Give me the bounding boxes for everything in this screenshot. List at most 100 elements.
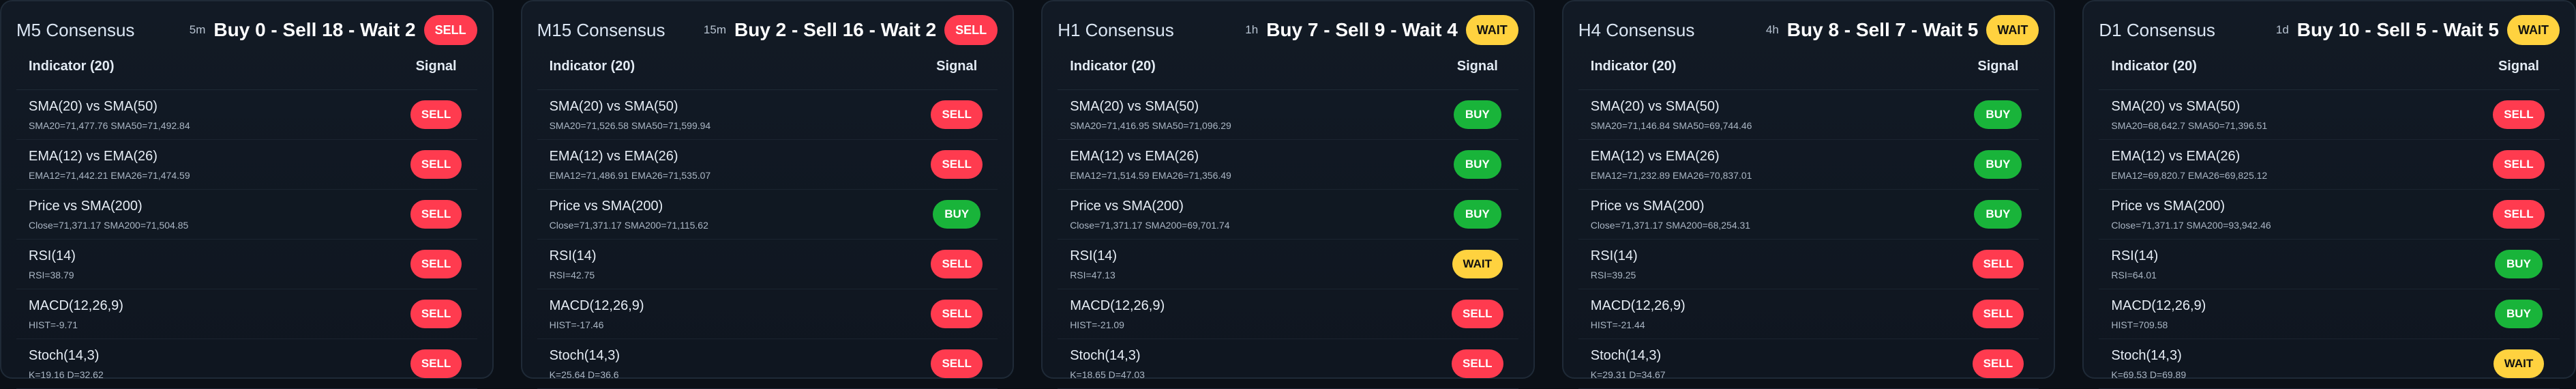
indicator-text: RSI(14) RSI=47.13 <box>1070 248 1117 280</box>
signal-cell: BUY <box>1437 200 1518 229</box>
indicator-row: SMA(20) vs SMA(50) SMA20=68,642.7 SMA50=… <box>2099 90 2560 140</box>
indicator-row: RSI(14) RSI=38.79 SELL <box>16 240 477 289</box>
indicator-name: Price vs SMA(200) <box>1590 198 1705 214</box>
signal-cell: SELL <box>1437 300 1518 328</box>
indicator-text: SMA(20) vs SMA(50) SMA20=71,477.76 SMA50… <box>29 99 190 131</box>
indicator-text: Stoch(14,3) K=25.64 D=36.6 <box>550 348 620 380</box>
signal-badge: SELL <box>410 250 462 278</box>
panel-title: M15 Consensus <box>537 19 665 40</box>
indicator-row: EMA(12) vs EMA(26) EMA12=69,820.7 EMA26=… <box>2099 140 2560 190</box>
indicator-text: MACD(12,26,9) HIST=-21.44 <box>1591 298 1686 330</box>
signal-cell: SELL <box>916 250 998 278</box>
signal-badge: SELL <box>1972 300 2024 328</box>
indicator-text: SMA(20) vs SMA(50) SMA20=71,526.58 SMA50… <box>550 99 711 131</box>
signal-cell: BUY <box>1957 200 2039 229</box>
indicator-row: RSI(14) RSI=39.25 SELL <box>1578 240 2039 289</box>
panel-header-right: 1h Buy 7 - Sell 9 - Wait 4 WAIT <box>1245 15 1518 45</box>
signal-column-header: Signal <box>415 59 457 74</box>
indicator-column-header: Indicator (20) <box>549 59 635 74</box>
signal-cell: SELL <box>1437 349 1518 378</box>
indicator-detail: HIST=-9.71 <box>29 319 78 330</box>
indicator-detail: HIST=-21.09 <box>1070 319 1124 330</box>
signal-cell: SELL <box>1957 300 2039 328</box>
indicator-row: EMA(12) vs EMA(26) EMA12=71,514.59 EMA26… <box>1058 140 1518 190</box>
signal-cell: SELL <box>2478 100 2560 129</box>
indicator-name: MACD(12,26,9) <box>1590 298 1686 313</box>
indicator-text: SMA(20) vs SMA(50) SMA20=71,146.84 SMA50… <box>1591 99 1752 131</box>
table-header: Indicator (20) Signal <box>537 49 998 90</box>
indicator-detail: RSI=39.25 <box>1590 269 1636 280</box>
signal-badge: SELL <box>2493 100 2545 129</box>
indicator-row: EMA(12) vs EMA(26) EMA12=71,232.89 EMA26… <box>1578 140 2039 190</box>
signal-cell: SELL <box>395 349 477 378</box>
indicator-row: EMA(12) vs EMA(26) EMA12=71,486.91 EMA26… <box>537 140 998 190</box>
indicator-row: Stoch(14,3) K=29.31 D=34.67 SELL <box>1578 339 2039 389</box>
panel-header: H1 Consensus 1h Buy 7 - Sell 9 - Wait 4 … <box>1058 14 1518 46</box>
timeframe-label: 15m <box>703 23 726 36</box>
signal-cell: BUY <box>916 200 998 229</box>
signal-cell: BUY <box>1437 100 1518 129</box>
indicator-text: Stoch(14,3) K=69.53 D=69.89 <box>2111 348 2186 380</box>
signal-badge: SELL <box>931 349 983 378</box>
indicator-text: SMA(20) vs SMA(50) SMA20=71,416.95 SMA50… <box>1070 99 1231 131</box>
signal-cell: SELL <box>916 100 998 129</box>
indicator-column-header: Indicator (20) <box>1590 59 1677 74</box>
timeframe-label: 1h <box>1245 23 1259 36</box>
indicator-name: MACD(12,26,9) <box>1070 298 1165 313</box>
panel-header-right: 5m Buy 0 - Sell 18 - Wait 2 SELL <box>190 15 477 45</box>
indicator-row: Stoch(14,3) K=18.65 D=47.03 SELL <box>1058 339 1518 389</box>
signal-cell: SELL <box>916 349 998 378</box>
indicator-text: MACD(12,26,9) HIST=-17.46 <box>550 298 644 330</box>
indicator-row: EMA(12) vs EMA(26) EMA12=71,442.21 EMA26… <box>16 140 477 190</box>
indicator-row: MACD(12,26,9) HIST=-9.71 SELL <box>16 289 477 339</box>
signal-cell: WAIT <box>1437 250 1518 278</box>
indicator-detail: EMA12=71,486.91 EMA26=71,535.07 <box>549 169 711 181</box>
indicator-detail: Close=71,371.17 SMA200=71,115.62 <box>549 219 708 231</box>
indicator-detail: EMA12=69,820.7 EMA26=69,825.12 <box>2111 169 2268 181</box>
indicator-text: EMA(12) vs EMA(26) EMA12=69,820.7 EMA26=… <box>2111 149 2267 181</box>
indicator-row: Stoch(14,3) K=19.16 D=32.62 SELL <box>16 339 477 389</box>
signal-cell: BUY <box>1437 150 1518 179</box>
signal-badge: SELL <box>2493 200 2545 229</box>
indicator-detail: EMA12=71,514.59 EMA26=71,356.49 <box>1070 169 1231 181</box>
signal-badge: SELL <box>1452 300 1503 328</box>
indicator-detail: HIST=-17.46 <box>549 319 604 330</box>
signal-cell: BUY <box>1957 150 2039 179</box>
signal-cell: SELL <box>1957 250 2039 278</box>
indicator-detail: Close=71,371.17 SMA200=69,701.74 <box>1070 219 1230 231</box>
indicator-text: Stoch(14,3) K=18.65 D=47.03 <box>1070 348 1145 380</box>
timeframe-label: 1d <box>2275 23 2289 36</box>
signal-badge: SELL <box>1972 349 2024 378</box>
indicator-name: Price vs SMA(200) <box>2111 198 2226 214</box>
indicator-text: RSI(14) RSI=64.01 <box>2111 248 2158 280</box>
indicator-detail: K=29.31 D=34.67 <box>1590 369 1666 380</box>
signal-badge: SELL <box>410 200 462 229</box>
table-header: Indicator (20) Signal <box>1578 49 2039 90</box>
signal-cell: SELL <box>916 300 998 328</box>
indicator-row: Price vs SMA(200) Close=71,371.17 SMA200… <box>1578 190 2039 240</box>
indicator-row: Price vs SMA(200) Close=71,371.17 SMA200… <box>537 190 998 240</box>
indicator-name: SMA(20) vs SMA(50) <box>2111 98 2241 114</box>
signal-column-header: Signal <box>2498 59 2539 74</box>
indicator-text: Price vs SMA(200) Close=71,371.17 SMA200… <box>1591 199 1750 231</box>
indicator-row: MACD(12,26,9) HIST=-21.09 SELL <box>1058 289 1518 339</box>
indicator-detail: SMA20=68,642.7 SMA50=71,396.51 <box>2111 119 2268 131</box>
panel-header-right: 15m Buy 2 - Sell 16 - Wait 2 SELL <box>704 15 998 45</box>
indicator-text: MACD(12,26,9) HIST=-9.71 <box>29 298 123 330</box>
indicator-name: SMA(20) vs SMA(50) <box>549 98 678 114</box>
indicator-detail: SMA20=71,146.84 SMA50=69,744.46 <box>1590 119 1752 131</box>
indicator-name: RSI(14) <box>29 248 76 263</box>
indicator-detail: SMA20=71,416.95 SMA50=71,096.29 <box>1070 119 1231 131</box>
indicator-row: Price vs SMA(200) Close=71,371.17 SMA200… <box>1058 190 1518 240</box>
indicator-detail: K=18.65 D=47.03 <box>1070 369 1145 380</box>
indicator-name: RSI(14) <box>2111 248 2159 263</box>
indicator-text: EMA(12) vs EMA(26) EMA12=71,486.91 EMA26… <box>550 149 711 181</box>
panel-title: H4 Consensus <box>1578 19 1695 40</box>
timeframe-label: 5m <box>189 23 206 36</box>
indicator-name: Price vs SMA(200) <box>29 198 143 214</box>
signal-badge: BUY <box>2494 250 2543 278</box>
indicator-text: EMA(12) vs EMA(26) EMA12=71,514.59 EMA26… <box>1070 149 1231 181</box>
indicator-name: EMA(12) vs EMA(26) <box>1590 148 1720 164</box>
panel-m5: M5 Consensus 5m Buy 0 - Sell 18 - Wait 2… <box>0 0 494 389</box>
signal-badge: BUY <box>1974 150 2022 179</box>
